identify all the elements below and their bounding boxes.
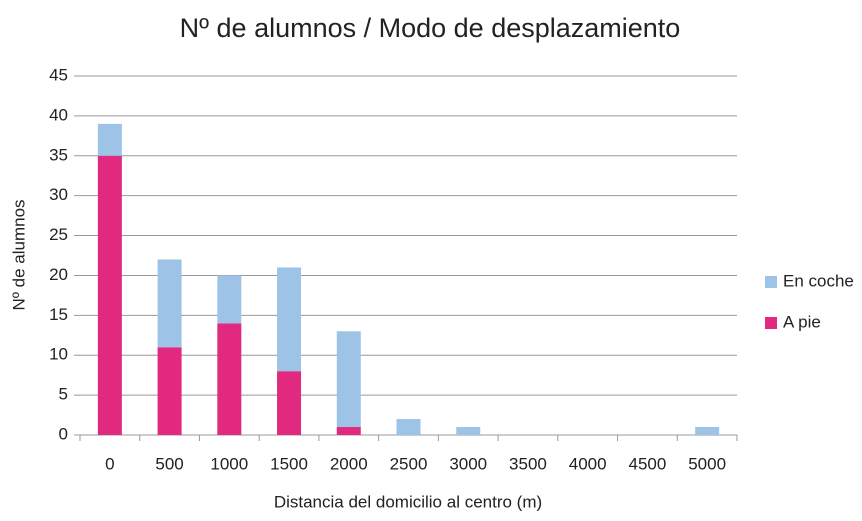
y-tick-label: 0 [59,424,68,443]
bar-segment [336,427,361,435]
x-tick-label: 3000 [449,454,487,473]
legend-label: A pie [783,312,821,331]
x-tick-label: 1500 [270,454,308,473]
x-tick-label: 2500 [390,454,428,473]
bar-segment [217,275,242,324]
bar-segment [695,427,720,435]
x-tick-label: 3500 [509,454,547,473]
x-tick-label: 5000 [688,454,726,473]
x-tick-label: 500 [155,454,183,473]
bar-segment [336,331,361,428]
bar-segment [217,323,242,435]
legend-label: En coche [783,271,854,290]
y-axis-label: Nº de alumnos [9,199,28,310]
x-tick-label: 4500 [628,454,666,473]
bar-segment [456,427,481,435]
x-tick-label: 0 [105,454,114,473]
x-tick-label: 2000 [330,454,368,473]
bar-segment [277,371,302,435]
bar-segment [277,267,302,372]
y-tick-label: 40 [49,105,68,124]
y-tick-label: 5 [59,385,68,404]
y-tick-label: 25 [49,225,68,244]
x-tick-label: 4000 [569,454,607,473]
y-tick-label: 10 [49,345,68,364]
y-tick-label: 20 [49,265,68,284]
chart-title: Nº de alumnos / Modo de desplazamiento [180,13,681,43]
bar-segment [97,155,122,435]
bar-segment [157,259,182,348]
bar-segment [157,347,182,435]
y-tick-label: 15 [49,305,68,324]
y-tick-label: 30 [49,185,68,204]
legend-swatch [765,317,777,329]
x-tick-label: 1000 [210,454,248,473]
bar-segment [97,123,122,156]
y-tick-label: 45 [49,65,68,84]
x-axis-label: Distancia del domicilio al centro (m) [274,492,542,511]
y-tick-label: 35 [49,145,68,164]
legend-swatch [765,276,777,288]
bar-segment [396,419,421,435]
